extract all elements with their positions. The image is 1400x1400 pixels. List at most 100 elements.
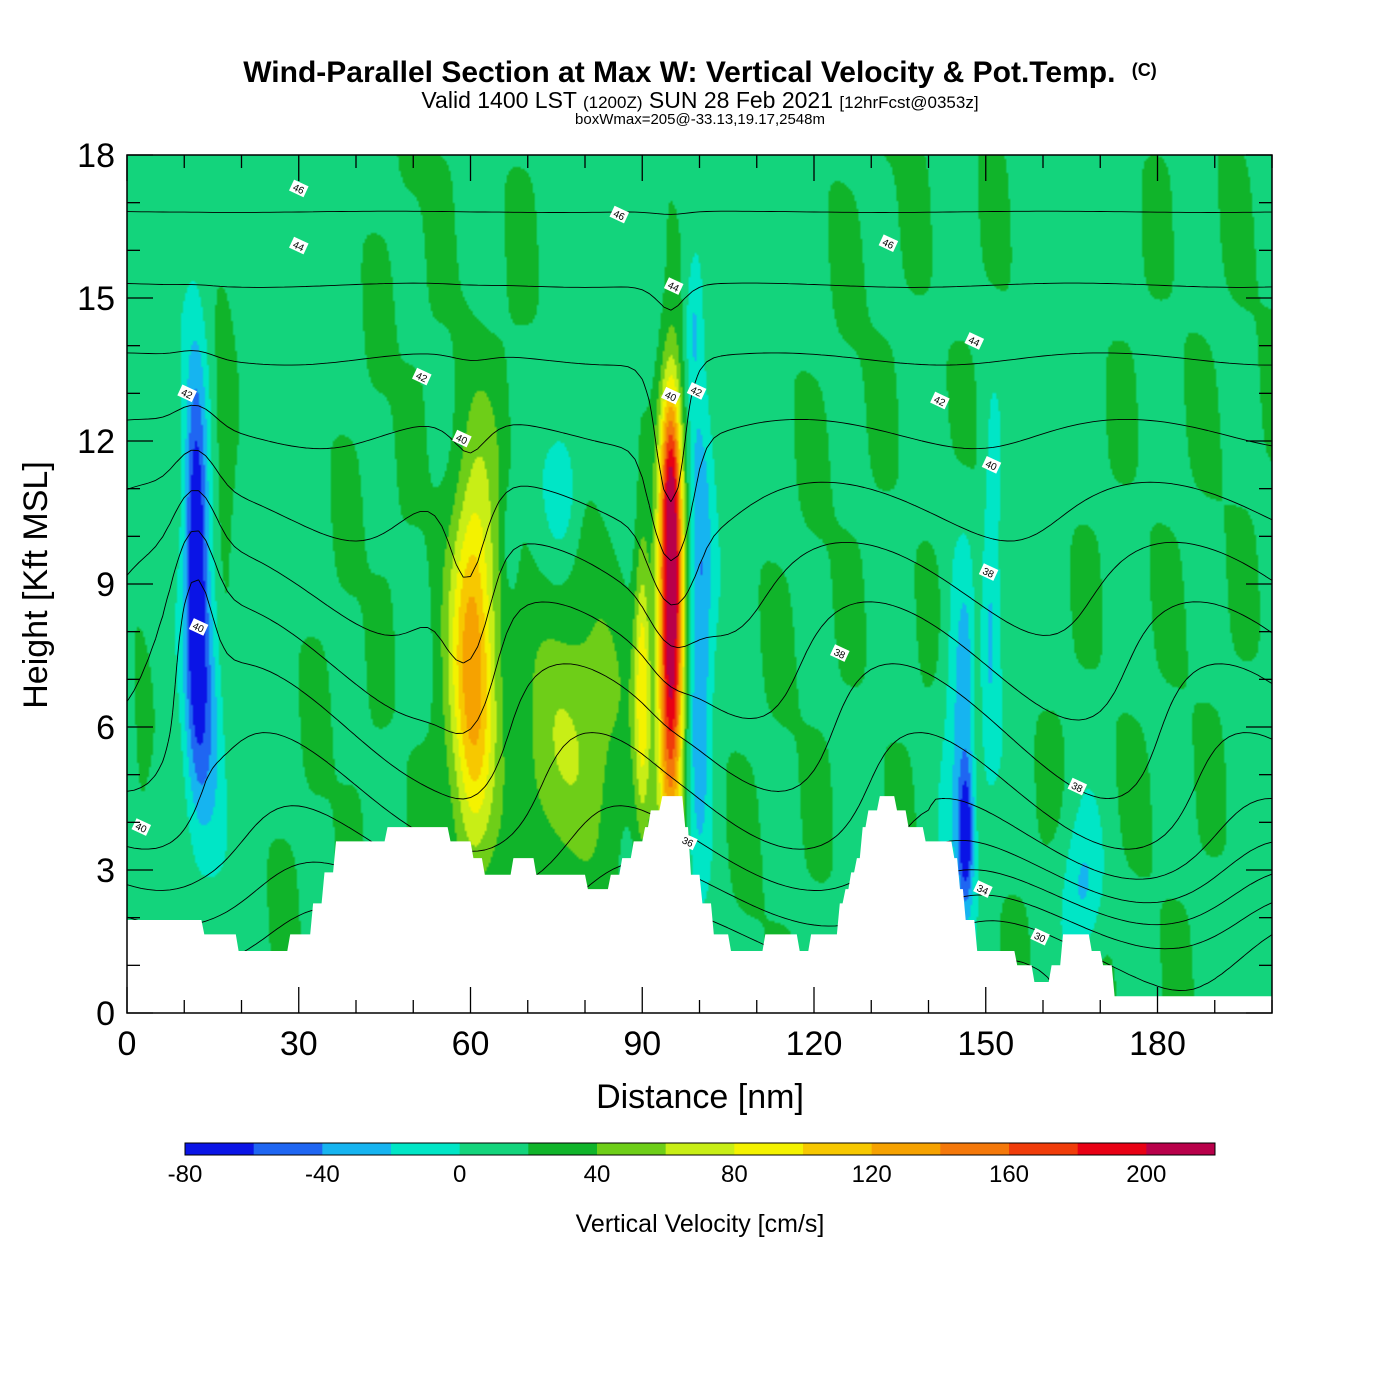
y-tick-label: 12: [77, 423, 115, 461]
svg-text:42: 42: [179, 387, 194, 402]
colorbar-swatch: [528, 1143, 598, 1155]
isentrope-38: [127, 530, 1272, 734]
isentrope-44: [127, 210, 1272, 215]
isentrope-label: 34: [973, 880, 993, 898]
svg-text:40: 40: [191, 621, 206, 636]
svg-text:36: 36: [680, 835, 695, 850]
colorbar-tick-label: -80: [168, 1161, 203, 1188]
isentrope-40: [127, 449, 1272, 606]
colorbar-swatch: [1146, 1143, 1216, 1155]
svg-text:44: 44: [666, 280, 681, 295]
isentrope-label: 42: [177, 384, 197, 402]
y-tick-label: 3: [96, 852, 115, 890]
isentrope-label: 38: [830, 644, 850, 662]
isentrope-36: [127, 732, 1272, 852]
isentrope-label: 38: [1067, 777, 1088, 796]
x-tick-label: 180: [1129, 1025, 1186, 1063]
isentrope-label: 44: [663, 277, 684, 295]
subtitle-utc: (1200Z): [583, 93, 643, 112]
subtitle-valid: Valid 1400 LST: [421, 87, 577, 113]
colorbar-tick-label: 200: [1126, 1161, 1166, 1188]
isentrope-label: 40: [981, 455, 1002, 474]
colorbar-tick-label: -40: [305, 1161, 340, 1188]
isentrope-42: [127, 350, 1272, 502]
colorbar-tick-label: 80: [721, 1161, 748, 1188]
colorbar-swatch: [459, 1143, 529, 1155]
y-axis-label: Height [Kft MSL]: [17, 461, 55, 709]
y-tick-label: 18: [77, 137, 115, 175]
chart-title: Wind-Parallel Section at Max W: Vertical…: [243, 56, 1157, 89]
isentrope-label: 42: [686, 382, 707, 400]
colorbar-swatch: [322, 1143, 392, 1155]
colorbar-swatch: [1077, 1143, 1147, 1155]
pot-temp-labels: 46 46 46 44 44 44 42 42 42 42 40 40 40 40 40 38 38 38 36 34…: [131, 179, 1088, 946]
svg-text:46: 46: [291, 182, 306, 197]
svg-text:42: 42: [414, 371, 429, 386]
isentrope-label: 46: [609, 205, 630, 224]
colorbar-label: Vertical Velocity [cm/s]: [576, 1210, 825, 1238]
isentrope-39: [127, 490, 1272, 664]
x-tick-label: 120: [786, 1025, 843, 1063]
isentrope-label: 38: [978, 563, 999, 581]
colorbar-tick-label: 40: [584, 1161, 611, 1188]
svg-text:42: 42: [689, 385, 704, 400]
velocity-field: [127, 155, 1272, 1013]
isentrope-43: [127, 282, 1272, 311]
colorbar-swatch: [597, 1143, 667, 1155]
chart-title-main: Wind-Parallel Section at Max W: Vertical…: [243, 56, 1115, 89]
colorbar: -80 -40 0 40 80 120 160 200: [168, 1142, 1216, 1188]
x-tick-label: 0: [118, 1025, 137, 1063]
svg-text:46: 46: [880, 237, 895, 252]
colorbar-swatch: [665, 1143, 735, 1155]
svg-text:40: 40: [133, 821, 148, 836]
isentrope-label: 46: [289, 179, 309, 197]
isentrope-label: 40: [661, 386, 681, 405]
svg-text:38: 38: [832, 647, 847, 662]
colorbar-swatch: [940, 1143, 1010, 1155]
isentrope-label: 44: [289, 236, 309, 254]
isentrope-label: 30: [1030, 927, 1050, 946]
svg-text:44: 44: [966, 335, 981, 350]
svg-text:40: 40: [663, 390, 678, 405]
subtitle-date: SUN 28 Feb 2021: [649, 87, 833, 113]
colorbar-swatch: [803, 1143, 873, 1155]
x-tick-label: 60: [452, 1025, 490, 1063]
svg-text:38: 38: [1069, 781, 1084, 796]
colorbar-swatch: [391, 1143, 461, 1155]
terrain: [127, 796, 1272, 1013]
isentrope-label: 46: [878, 234, 899, 252]
svg-text:34: 34: [975, 883, 990, 898]
colorbar-swatch: [734, 1143, 804, 1155]
isentrope-label: 42: [412, 367, 432, 386]
svg-text:40: 40: [454, 433, 469, 448]
isentrope-label: 40: [452, 429, 472, 448]
colorbar-swatch: [253, 1143, 323, 1155]
plot-area: 46 46 46 44 44 44 42 42 42 42 40 40 40 40 40 38 38 38 36 34…: [127, 155, 1272, 1013]
chart-subtitle: Valid 1400 LST (1200Z) SUN 28 Feb 2021 […: [421, 87, 978, 113]
colorbar-tick-label: 0: [453, 1161, 466, 1188]
isentrope-label: 44: [964, 332, 985, 350]
subtitle-forecast: [12hrFcst@0353z]: [839, 93, 978, 112]
y-tick-label: 9: [96, 566, 115, 604]
x-tick-label: 90: [623, 1025, 661, 1063]
svg-text:42: 42: [932, 395, 947, 410]
isentrope-label: 42: [930, 391, 950, 410]
isentrope-label: 36: [678, 832, 698, 850]
svg-text:38: 38: [981, 566, 996, 581]
x-tick-label: 30: [280, 1025, 318, 1063]
colorbar-swatch: [1009, 1143, 1079, 1155]
isentrope-37: [127, 579, 1272, 800]
colorbar-swatch: [871, 1143, 941, 1155]
x-axis-label: Distance [nm]: [596, 1078, 804, 1116]
isentrope-41: [127, 404, 1272, 562]
svg-text:46: 46: [611, 209, 626, 224]
x-tick-label: 150: [957, 1025, 1014, 1063]
svg-text:40: 40: [984, 459, 999, 474]
svg-text:30: 30: [1032, 931, 1047, 946]
chart-subtitle-2: boxWmax=205@-33.13,19.17,2548m: [575, 111, 825, 128]
isentrope-label: 40: [188, 618, 209, 636]
y-tick-label: 6: [96, 709, 115, 747]
y-tick-label: 0: [96, 995, 115, 1033]
